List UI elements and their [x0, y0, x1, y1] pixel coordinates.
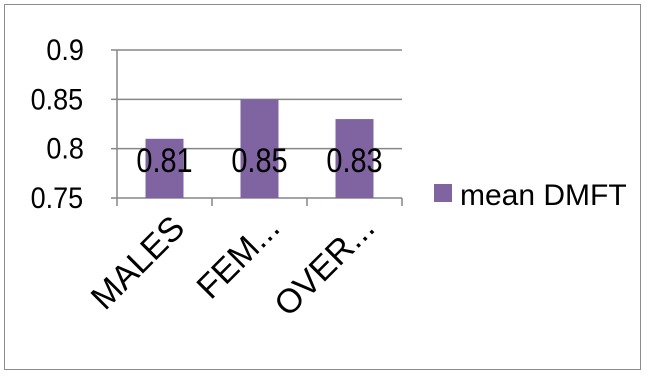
y-tick-label: 0.9	[46, 34, 84, 68]
legend-label: mean DMFT	[460, 179, 627, 212]
bar	[335, 119, 374, 198]
y-tick-label: 0.85	[31, 83, 84, 117]
y-tick-labels: 0.9 0.85 0.8 0.75	[31, 34, 84, 216]
category-label: MALES	[84, 209, 192, 317]
data-labels: 0.81 0.85 0.83	[136, 141, 382, 180]
data-label: 0.81	[136, 141, 192, 180]
legend-swatch	[434, 184, 452, 202]
data-label: 0.85	[231, 141, 287, 180]
y-tick-label: 0.75	[31, 182, 84, 216]
category-labels: MALESFEM...OVER...	[84, 209, 382, 324]
bars	[145, 99, 374, 198]
category-label: OVER...	[267, 209, 382, 324]
y-tick-label: 0.8	[46, 132, 84, 166]
bar	[240, 99, 279, 198]
bar	[145, 138, 184, 198]
data-label: 0.83	[326, 141, 382, 180]
legend: mean DMFT	[434, 179, 627, 212]
chart-frame	[4, 4, 641, 370]
